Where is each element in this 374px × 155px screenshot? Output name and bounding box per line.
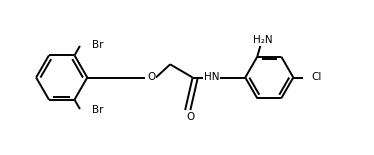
Text: Cl: Cl: [312, 73, 322, 82]
Text: HN: HN: [203, 73, 219, 82]
Text: H₂N: H₂N: [253, 35, 273, 45]
Text: O: O: [147, 73, 156, 82]
Text: Br: Br: [92, 105, 103, 115]
Text: Br: Br: [92, 40, 103, 50]
Text: O: O: [186, 112, 194, 122]
